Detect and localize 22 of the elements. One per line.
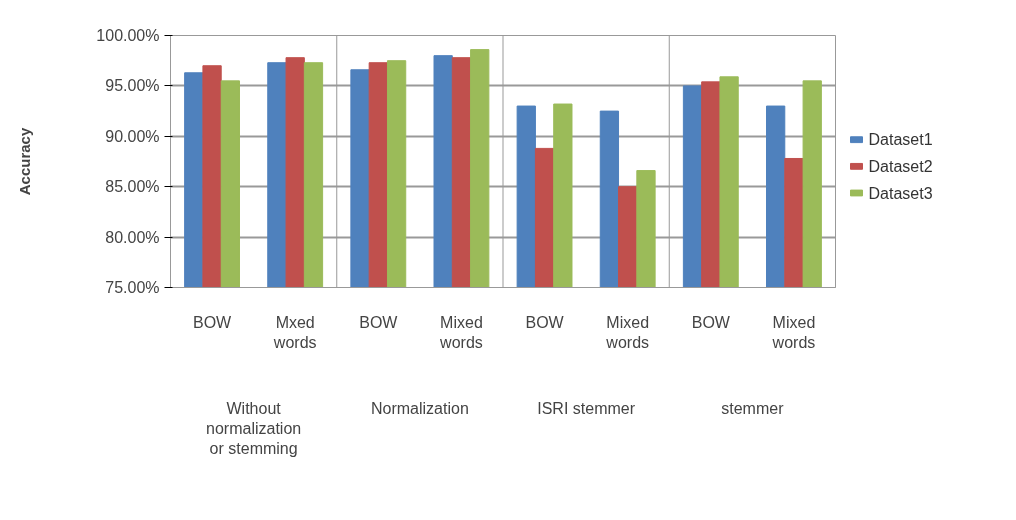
y-tick-label: 100.00% [96, 27, 160, 44]
legend-label: Dataset2 [868, 157, 933, 175]
y-tick-label: 80.00% [105, 228, 160, 246]
y-tick-label: 90.00% [105, 127, 160, 145]
text: Normalization [370, 399, 469, 417]
y-tick-label: 75.00% [105, 279, 160, 296]
x-tick-label: BOW [359, 313, 399, 331]
legend-label: Dataset3 [868, 184, 933, 202]
x-tick-label: BOW [192, 313, 233, 331]
text: stemmer [721, 399, 785, 417]
x-tick-label: Mxed words [272, 313, 317, 351]
x-tick-label: Mixed words [439, 313, 483, 351]
y-axis-title: Accuracy [16, 127, 34, 196]
text: Without normalization or stemming [206, 399, 302, 458]
x-tick-label: BOW [691, 313, 731, 331]
x-tick-label: Mixed words [605, 313, 650, 351]
legend-label: Dataset1 [868, 131, 933, 149]
x-tick-label: BOW [525, 313, 565, 331]
text: ISRI stemmer [537, 399, 636, 417]
y-tick-label: 95.00% [105, 77, 160, 95]
y-tick-label: 85.00% [105, 178, 160, 196]
x-tick-label: Mixed words [771, 313, 816, 351]
